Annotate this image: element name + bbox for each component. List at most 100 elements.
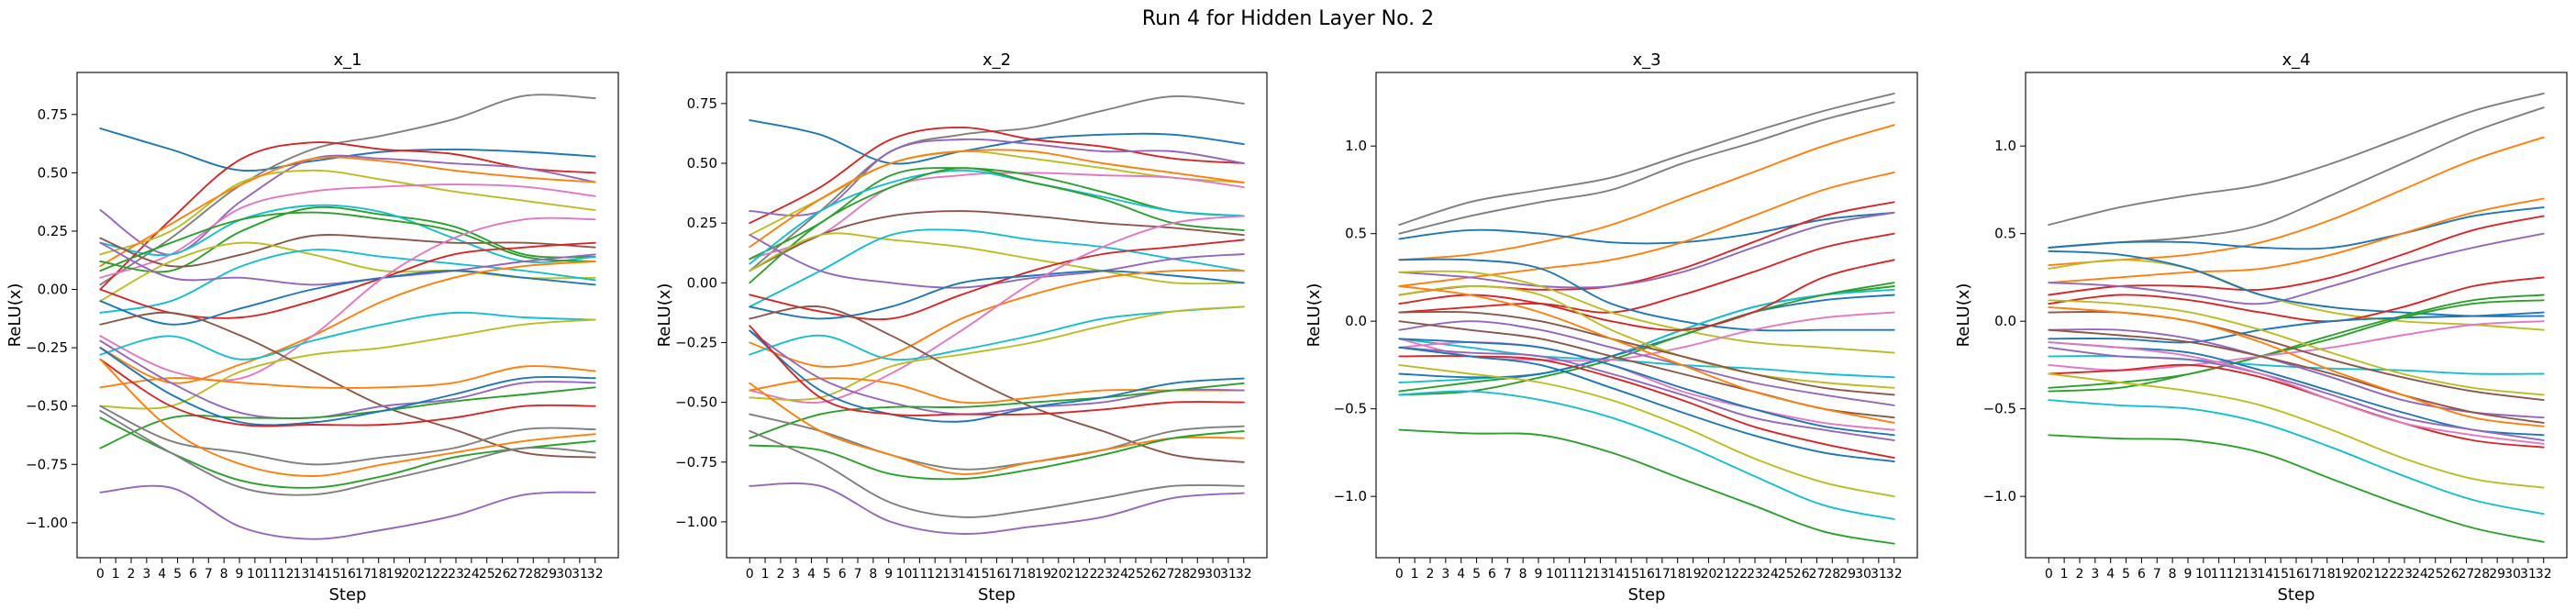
x-tick-label: 10	[1546, 567, 1562, 582]
y-tick-label: 0.00	[38, 282, 68, 298]
x-tick-label: 30	[1855, 567, 1871, 582]
series-line-15	[1398, 282, 1895, 396]
series-line-25	[99, 347, 596, 427]
y-tick-label: −0.50	[675, 394, 717, 411]
series-line-28	[99, 358, 596, 477]
x-tick-label: 7	[854, 567, 862, 582]
series-line-26	[99, 358, 596, 427]
x-tick-label: 23	[1096, 567, 1113, 582]
series-line-27	[2048, 434, 2545, 543]
y-tick-label: 0.5	[1345, 226, 1367, 242]
x-tick-label: 20	[402, 567, 418, 582]
subplot-3: 0 1 2 3 4 5 6 7 8 9 10 11 12 13 14 15 16 17 18 19 20 21 22 23 24…	[1305, 50, 1918, 604]
y-tick-label: 0.50	[687, 155, 717, 172]
x-tick-label: 21	[1066, 567, 1083, 582]
series-line-18	[1398, 285, 1895, 389]
series-line-16	[1398, 259, 1895, 331]
x-tick-label: 22	[1731, 567, 1748, 582]
series-line-10	[99, 234, 596, 268]
x-tick-label: 27	[510, 567, 527, 582]
series-line-24	[2048, 341, 2545, 445]
x-tick-label: 32	[2536, 567, 2552, 582]
series-line-17	[2048, 299, 2545, 396]
series-line-11	[749, 167, 1245, 284]
series-line-26	[2048, 399, 2545, 516]
y-tick-label: −0.25	[675, 334, 717, 350]
x-tick-label: 6	[1488, 567, 1496, 582]
x-tick-label: 19	[2335, 567, 2351, 582]
x-tick-label: 24	[1762, 567, 1779, 582]
y-tick-label: 0.75	[38, 106, 68, 123]
series-line-5	[1398, 171, 1895, 287]
series-line-30	[749, 429, 1245, 518]
x-tick-label: 5	[173, 567, 182, 582]
series-line-12	[2048, 294, 2545, 393]
series-line-13	[749, 228, 1245, 308]
series-line-20	[99, 318, 596, 410]
x-tick-label: 8	[1519, 567, 1527, 582]
series-line-22	[99, 365, 596, 389]
series-lines	[1398, 92, 1895, 545]
x-tick-label: 4	[1457, 567, 1465, 582]
series-line-5	[99, 169, 596, 256]
series-line-14	[2048, 299, 2545, 389]
x-tick-label: 6	[2137, 567, 2146, 582]
x-tick-label: 27	[2459, 567, 2475, 582]
y-axis-label: ReLU(x)	[655, 283, 674, 348]
series-line-13	[2048, 311, 2545, 344]
series-line-6	[2048, 215, 2545, 296]
y-tick-label: −1.0	[1334, 488, 1367, 505]
x-tick-label: 17	[1654, 567, 1671, 582]
series-line-16	[99, 270, 596, 326]
x-tick-label: 8	[220, 567, 228, 582]
y-tick-label: 0.0	[1345, 313, 1367, 329]
x-tick-label: 9	[236, 567, 244, 582]
x-tick-label: 11	[262, 567, 279, 582]
x-tick-label: 12	[1577, 567, 1593, 582]
x-tick-label: 3	[142, 567, 150, 582]
x-tick-label: 8	[869, 567, 877, 582]
series-line-1	[1398, 92, 1895, 227]
series-line-11	[1398, 338, 1895, 379]
series-line-23	[2048, 363, 2545, 449]
subplots: 0 1 2 3 4 5 6 7 8 9 10 11 12 13 14 15 16 17 18 19 20 21 22 23 24…	[6, 50, 2568, 604]
series-line-30	[1398, 428, 1895, 545]
x-tick-label: 25	[1778, 567, 1794, 582]
x-tick-label: 28	[1174, 567, 1191, 582]
x-tick-label: 0	[2045, 567, 2053, 582]
x-tick-label: 9	[1535, 567, 1543, 582]
x-tick-label: 26	[2443, 567, 2459, 582]
x-tick-label: 4	[2106, 567, 2115, 582]
series-line-27	[99, 405, 596, 466]
series-line-24	[749, 382, 1245, 439]
x-tick-label: 11	[2211, 567, 2227, 582]
x-tick-label: 27	[1809, 567, 1826, 582]
series-line-31	[749, 482, 1245, 535]
series-line-28	[1398, 363, 1895, 498]
series-line-5	[2048, 197, 2545, 284]
subplot-4: 0 1 2 3 4 5 6 7 8 9 10 11 12 13 14 15 16 17 18 19 20 21 22 23 24…	[1954, 50, 2568, 604]
x-tick-label: 5	[2122, 567, 2130, 582]
series-line-18	[99, 216, 596, 382]
series-line-16	[749, 270, 1245, 320]
x-tick-label: 1	[761, 567, 770, 582]
x-tick-label: 21	[1715, 567, 1732, 582]
y-tick-label: −1.00	[675, 514, 717, 530]
x-tick-label: 32	[587, 567, 604, 582]
x-tick-label: 23	[1747, 567, 1763, 582]
series-line-1	[749, 119, 1245, 165]
y-tick-label: 1.0	[1994, 138, 2016, 154]
x-tick-label: 20	[1050, 567, 1067, 582]
y-axis-label: ReLU(x)	[1954, 283, 1973, 348]
y-tick-label: 0.00	[687, 274, 717, 291]
x-tick-label: 12	[278, 567, 294, 582]
x-tick-label: 17	[2304, 567, 2320, 582]
subplot-2: 0 1 2 3 4 5 6 7 8 9 10 11 12 13 14 15 16 17 18 19 20 21 22 23 24…	[655, 50, 1268, 604]
x-tick-label: 3	[2091, 567, 2099, 582]
x-axis-label: Step	[978, 585, 1016, 604]
series-line-8	[99, 205, 596, 273]
series-line-22	[2048, 346, 2545, 441]
series-lines	[99, 94, 596, 540]
y-tick-label: 0.0	[1994, 313, 2016, 329]
y-axis-label: ReLU(x)	[1305, 283, 1324, 348]
